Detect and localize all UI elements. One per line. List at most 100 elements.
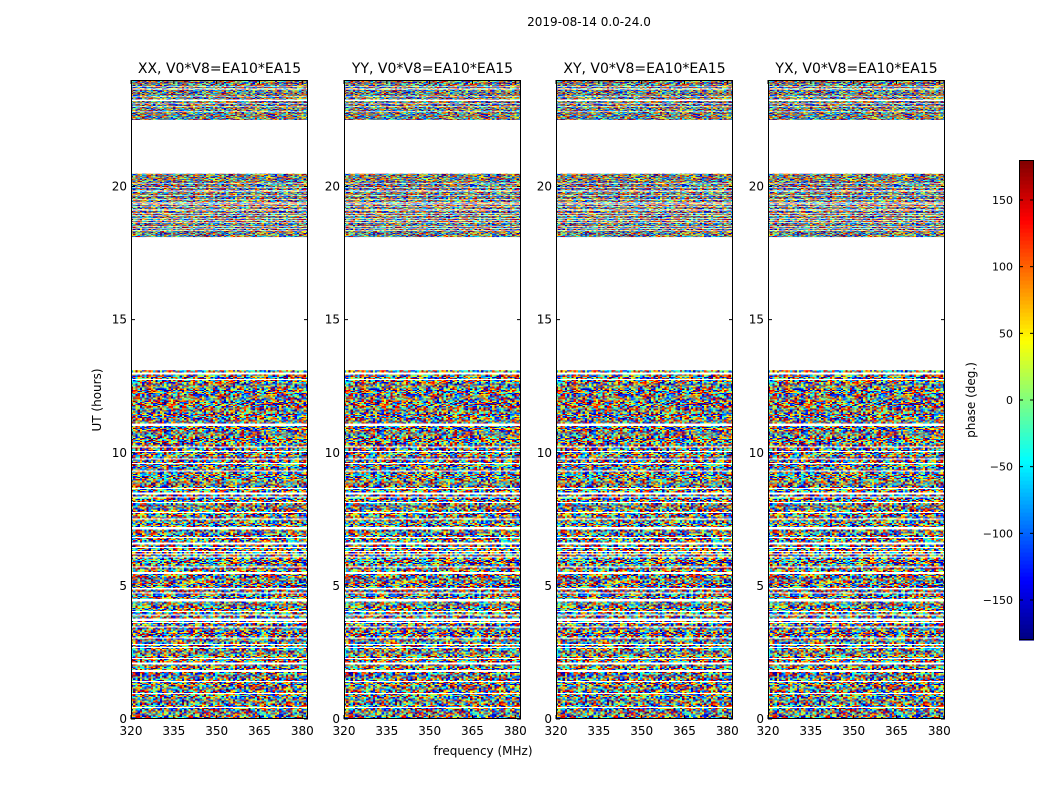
- colorbar-step: [1019, 196, 1034, 201]
- heatmap-band-2: [768, 80, 945, 120]
- x-tick-label: 380: [291, 724, 314, 738]
- colorbar-step: [1019, 608, 1034, 613]
- y-axis-label: UT (hours): [90, 368, 104, 431]
- y-tick-label: 15: [325, 313, 340, 327]
- heatmap-band-1: [556, 173, 733, 238]
- colorbar-step: [1019, 472, 1034, 477]
- heatmap-band-0: [344, 370, 521, 719]
- colorbar-step: [1019, 488, 1034, 493]
- colorbar-step: [1019, 588, 1034, 593]
- y-tick-label: 10: [537, 446, 552, 460]
- colorbar-step: [1019, 232, 1034, 237]
- colorbar-step: [1019, 412, 1034, 417]
- colorbar-step: [1019, 224, 1034, 229]
- colorbar-step: [1019, 616, 1034, 621]
- colorbar-step: [1019, 348, 1034, 353]
- colorbar-step: [1019, 364, 1034, 369]
- x-tick-label: 380: [716, 724, 739, 738]
- y-tick-label: 15: [537, 313, 552, 327]
- panel-frame: [344, 80, 521, 719]
- colorbar-step: [1019, 580, 1034, 585]
- colorbar-step: [1019, 632, 1034, 637]
- panel-title: YY, V0*V8=EA10*EA15: [351, 61, 513, 77]
- colorbar-step: [1019, 340, 1034, 345]
- colorbar-step: [1019, 268, 1034, 273]
- colorbar-step: [1019, 476, 1034, 481]
- colorbar-step: [1019, 192, 1034, 197]
- x-tick-label: 320: [333, 724, 356, 738]
- y-tick-label: 15: [749, 313, 764, 327]
- colorbar-step: [1019, 544, 1034, 549]
- y-tick-label: 10: [112, 446, 127, 460]
- y-tick-label: 20: [537, 180, 552, 194]
- heatmap-band-2: [556, 80, 733, 120]
- colorbar-step: [1019, 420, 1034, 425]
- colorbar-step: [1019, 636, 1034, 641]
- colorbar-step: [1019, 552, 1034, 557]
- x-tick-label: 365: [461, 724, 484, 738]
- heatmap-band-1: [344, 173, 521, 238]
- colorbar-step: [1019, 500, 1034, 505]
- colorbar-step: [1019, 604, 1034, 609]
- heatmap-band-0: [556, 370, 733, 719]
- x-tick-label: 365: [248, 724, 271, 738]
- colorbar-step: [1019, 260, 1034, 265]
- colorbar-step: [1019, 380, 1034, 385]
- figure-title: 2019-08-14 0.0-24.0: [527, 15, 651, 29]
- colorbar-step: [1019, 620, 1034, 625]
- colorbar-step: [1019, 576, 1034, 581]
- colorbar-step: [1019, 332, 1034, 337]
- colorbar-step: [1019, 484, 1034, 489]
- y-tick-label: 10: [749, 446, 764, 460]
- x-tick-label: 350: [630, 724, 653, 738]
- colorbar-step: [1019, 464, 1034, 469]
- colorbar-tick-label: 50: [999, 327, 1013, 340]
- colorbar-step: [1019, 236, 1034, 241]
- colorbar-tick-label: −50: [990, 461, 1013, 474]
- colorbar-step: [1019, 352, 1034, 357]
- colorbar-step: [1019, 504, 1034, 509]
- colorbar-step: [1019, 276, 1034, 281]
- colorbar-step: [1019, 216, 1034, 221]
- colorbar-step: [1019, 492, 1034, 497]
- colorbar-step: [1019, 356, 1034, 361]
- colorbar-step: [1019, 304, 1034, 309]
- colorbar-step: [1019, 308, 1034, 313]
- colorbar-step: [1019, 284, 1034, 289]
- colorbar-tick-label: −150: [983, 594, 1013, 607]
- colorbar-step: [1019, 424, 1034, 429]
- colorbar-step: [1019, 336, 1034, 341]
- x-tick-label: 335: [587, 724, 610, 738]
- colorbar-step: [1019, 432, 1034, 437]
- colorbar-step: [1019, 404, 1034, 409]
- colorbar-step: [1019, 428, 1034, 433]
- colorbar-step: [1019, 360, 1034, 365]
- colorbar-step: [1019, 372, 1034, 377]
- x-tick-label: 380: [928, 724, 951, 738]
- colorbar-step: [1019, 292, 1034, 297]
- colorbar-step: [1019, 596, 1034, 601]
- colorbar-step: [1019, 416, 1034, 421]
- x-tick-label: 320: [120, 724, 143, 738]
- colorbar-step: [1019, 252, 1034, 257]
- colorbar-step: [1019, 592, 1034, 597]
- colorbar-step: [1019, 560, 1034, 565]
- colorbar-step: [1019, 376, 1034, 381]
- colorbar-tick-label: 150: [992, 194, 1013, 207]
- colorbar-step: [1019, 316, 1034, 321]
- heatmap-band-0: [131, 370, 308, 719]
- colorbar-step: [1019, 384, 1034, 389]
- panel-title: XY, V0*V8=EA10*EA15: [563, 61, 725, 77]
- colorbar-step: [1019, 440, 1034, 445]
- colorbar-step: [1019, 248, 1034, 253]
- panel-frame: [131, 80, 308, 719]
- y-tick-label: 20: [112, 180, 127, 194]
- colorbar-step: [1019, 612, 1034, 617]
- panel-yy: YY, V0*V8=EA10*EA15 320 335 350 365 380 0 5 10 15…: [325, 61, 527, 738]
- colorbar-label: phase (deg.): [964, 362, 978, 438]
- panel-xx: XX, V0*V8=EA10*EA15 320 335 350 365 380 0 5 10 15…: [112, 61, 314, 738]
- colorbar-step: [1019, 516, 1034, 521]
- y-tick-label: 20: [325, 180, 340, 194]
- colorbar-tick-label: 100: [992, 261, 1013, 274]
- colorbar-step: [1019, 296, 1034, 301]
